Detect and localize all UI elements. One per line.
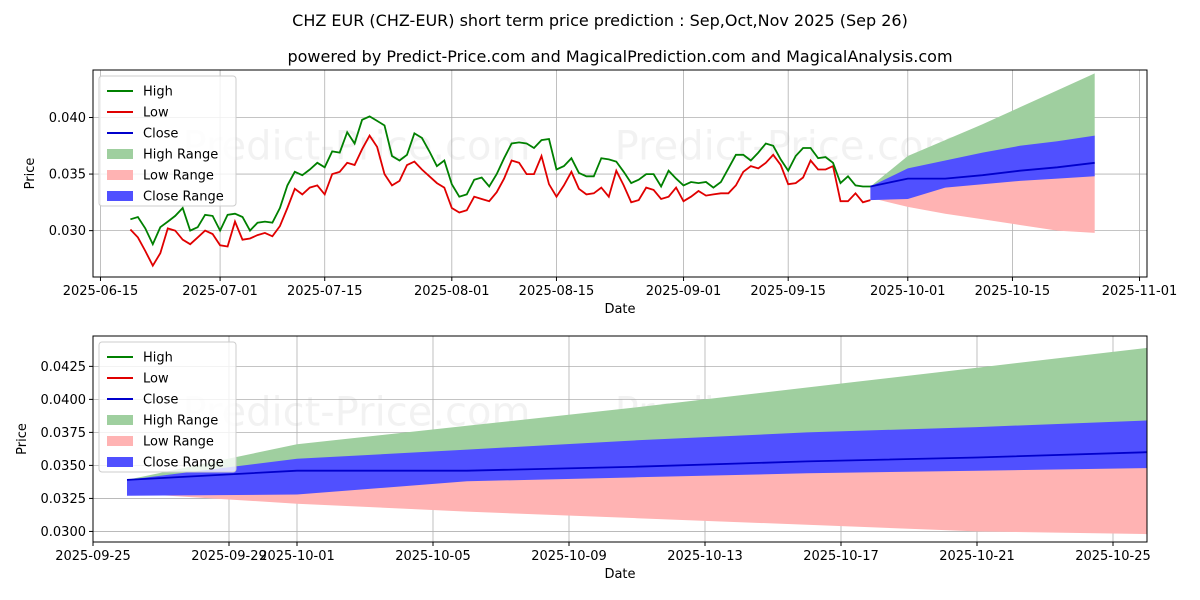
y-tick-label: 0.0400: [41, 393, 87, 408]
x-tick-label: 2025-09-01: [646, 284, 722, 299]
x-tick-label: 2025-10-21: [939, 549, 1015, 564]
plot-frame: [92, 335, 1148, 543]
x-tick-label: 2025-09-29: [191, 549, 267, 564]
y-tick-label: 0.035: [49, 168, 86, 183]
low-series-line: [129, 133, 871, 268]
x-tick-label: 2025-11-01: [1102, 284, 1178, 299]
legend-swatch: [107, 191, 133, 201]
legend-swatch: [107, 436, 133, 446]
x-tick-label: 2025-10-17: [803, 549, 879, 564]
x-tick-label: 2025-06-15: [63, 284, 139, 299]
legend-swatch: [107, 415, 133, 425]
x-axis-label: Date: [604, 302, 635, 317]
x-tick-label: 2025-10-15: [975, 284, 1051, 299]
legend-label: High Range: [143, 414, 218, 429]
x-tick-label: 2025-07-01: [182, 284, 258, 299]
x-tick-label: 2025-09-25: [55, 549, 131, 564]
x-tick-label: 2025-10-01: [870, 284, 946, 299]
legend-label: High: [143, 85, 173, 100]
top-panel: Predict-Price.com Predict-Price.com2025-0…: [23, 69, 1178, 317]
y-tick-label: 0.040: [49, 111, 86, 126]
chart-title: CHZ EUR (CHZ-EUR) short term price predi…: [292, 11, 908, 30]
legend-label: Close Range: [143, 190, 224, 205]
x-tick-label: 2025-10-25: [1075, 549, 1151, 564]
plot-area: [129, 73, 1095, 268]
legend-box: [98, 341, 237, 473]
y-tick-label: 0.030: [49, 224, 86, 239]
y-tick-label: 0.0375: [41, 426, 87, 441]
legend-label: Low Range: [143, 169, 214, 184]
close-series-line: [126, 451, 1147, 481]
legend-box: [98, 75, 237, 207]
x-axis-label: Date: [604, 567, 635, 582]
legend-swatch: [107, 149, 133, 159]
x-tick-label: 2025-10-01: [259, 549, 335, 564]
legend-label: Close: [143, 393, 178, 408]
x-tick-label: 2025-07-15: [287, 284, 363, 299]
y-tick-label: 0.0325: [41, 492, 87, 507]
bottom-panel: Predict-Price.comPredict-Price.com2025-0…: [15, 335, 1151, 582]
plot-area: [126, 347, 1147, 535]
x-tick-label: 2025-08-01: [414, 284, 490, 299]
x-tick-label: 2025-10-09: [531, 549, 607, 564]
legend-label: Low Range: [143, 435, 214, 450]
legend-label: Low: [143, 106, 169, 121]
x-tick-label: 2025-10-05: [395, 549, 471, 564]
y-tick-label: 0.0425: [41, 360, 87, 375]
y-tick-label: 0.0300: [41, 525, 87, 540]
legend-label: Close Range: [143, 456, 224, 471]
chart-subtitle: powered by Predict-Price.com and Magical…: [287, 47, 952, 66]
y-axis-label: Price: [23, 158, 38, 190]
y-axis-label: Price: [15, 423, 30, 455]
y-tick-label: 0.0350: [41, 459, 87, 474]
x-tick-label: 2025-08-15: [519, 284, 595, 299]
legend-label: High Range: [143, 148, 218, 163]
close-range-band: [127, 420, 1147, 496]
legend-label: High: [143, 351, 173, 366]
legend-swatch: [107, 457, 133, 467]
x-tick-label: 2025-09-15: [750, 284, 826, 299]
x-tick-label: 2025-10-13: [667, 549, 743, 564]
plot-frame: [92, 69, 1148, 278]
close-series-line: [870, 161, 1095, 188]
legend-swatch: [107, 170, 133, 180]
close-range-band: [870, 135, 1095, 201]
legend-label: Low: [143, 372, 169, 387]
legend-label: Close: [143, 127, 178, 142]
high-series-line: [130, 115, 871, 247]
